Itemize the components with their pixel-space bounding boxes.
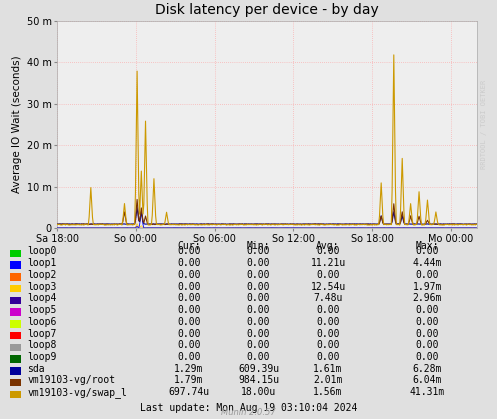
Text: 0.00: 0.00: [177, 305, 201, 315]
Text: 0.00: 0.00: [177, 328, 201, 339]
Text: Munin 2.0.57: Munin 2.0.57: [221, 408, 276, 417]
Text: 0.00: 0.00: [247, 328, 270, 339]
Text: 0.00: 0.00: [177, 340, 201, 350]
Text: 2.96m: 2.96m: [413, 293, 442, 303]
Text: RRDTOOL / TOBI OETKER: RRDTOOL / TOBI OETKER: [481, 80, 488, 169]
Text: 0.00: 0.00: [247, 293, 270, 303]
Text: 1.79m: 1.79m: [174, 375, 204, 385]
Text: loop8: loop8: [27, 340, 57, 350]
Text: 609.39u: 609.39u: [238, 364, 279, 374]
Text: 0.00: 0.00: [316, 270, 340, 280]
Title: Disk latency per device - by day: Disk latency per device - by day: [155, 3, 379, 17]
Text: 6.28m: 6.28m: [413, 364, 442, 374]
Text: loop7: loop7: [27, 328, 57, 339]
Text: loop5: loop5: [27, 305, 57, 315]
Text: 0.00: 0.00: [247, 258, 270, 268]
Text: 0.00: 0.00: [177, 352, 201, 362]
Y-axis label: Average IO Wait (seconds): Average IO Wait (seconds): [12, 56, 22, 194]
Text: 0.00: 0.00: [316, 317, 340, 327]
Text: 0.00: 0.00: [415, 340, 439, 350]
Text: sda: sda: [27, 364, 45, 374]
Text: vm19103-vg/root: vm19103-vg/root: [27, 375, 115, 385]
Text: 1.29m: 1.29m: [174, 364, 204, 374]
Text: 12.54u: 12.54u: [311, 282, 345, 292]
Text: 0.00: 0.00: [247, 282, 270, 292]
Text: 0.00: 0.00: [177, 317, 201, 327]
Text: 4.44m: 4.44m: [413, 258, 442, 268]
Text: 11.21u: 11.21u: [311, 258, 345, 268]
Text: 697.74u: 697.74u: [168, 387, 209, 397]
Text: 7.48u: 7.48u: [313, 293, 343, 303]
Text: loop9: loop9: [27, 352, 57, 362]
Text: 1.97m: 1.97m: [413, 282, 442, 292]
Text: 0.00: 0.00: [177, 270, 201, 280]
Text: Avg:: Avg:: [316, 241, 340, 251]
Text: 18.00u: 18.00u: [241, 387, 276, 397]
Text: 0.00: 0.00: [415, 270, 439, 280]
Text: 1.56m: 1.56m: [313, 387, 343, 397]
Text: 0.00: 0.00: [415, 317, 439, 327]
Text: 0.00: 0.00: [316, 305, 340, 315]
Text: 0.00: 0.00: [316, 352, 340, 362]
Text: 0.00: 0.00: [415, 305, 439, 315]
Text: 0.00: 0.00: [316, 328, 340, 339]
Text: 0.00: 0.00: [177, 282, 201, 292]
Text: Max:: Max:: [415, 241, 439, 251]
Text: 0.00: 0.00: [316, 340, 340, 350]
Text: 0.00: 0.00: [177, 246, 201, 256]
Text: Cur:: Cur:: [177, 241, 201, 251]
Text: loop6: loop6: [27, 317, 57, 327]
Text: 0.00: 0.00: [415, 246, 439, 256]
Text: Min:: Min:: [247, 241, 270, 251]
Text: 0.00: 0.00: [247, 305, 270, 315]
Text: 0.00: 0.00: [415, 352, 439, 362]
Text: loop2: loop2: [27, 270, 57, 280]
Text: 0.00: 0.00: [247, 352, 270, 362]
Text: 0.00: 0.00: [177, 293, 201, 303]
Text: 0.00: 0.00: [415, 328, 439, 339]
Text: vm19103-vg/swap_l: vm19103-vg/swap_l: [27, 387, 127, 398]
Text: 0.00: 0.00: [247, 317, 270, 327]
Text: loop1: loop1: [27, 258, 57, 268]
Text: loop3: loop3: [27, 282, 57, 292]
Text: loop4: loop4: [27, 293, 57, 303]
Text: 984.15u: 984.15u: [238, 375, 279, 385]
Text: 1.61m: 1.61m: [313, 364, 343, 374]
Text: 0.00: 0.00: [247, 340, 270, 350]
Text: 6.04m: 6.04m: [413, 375, 442, 385]
Text: 41.31m: 41.31m: [410, 387, 445, 397]
Text: 0.00: 0.00: [247, 270, 270, 280]
Text: 2.01m: 2.01m: [313, 375, 343, 385]
Text: 0.00: 0.00: [316, 246, 340, 256]
Text: 0.00: 0.00: [177, 258, 201, 268]
Text: Last update: Mon Aug 19 03:10:04 2024: Last update: Mon Aug 19 03:10:04 2024: [140, 403, 357, 413]
Text: loop0: loop0: [27, 246, 57, 256]
Text: 0.00: 0.00: [247, 246, 270, 256]
